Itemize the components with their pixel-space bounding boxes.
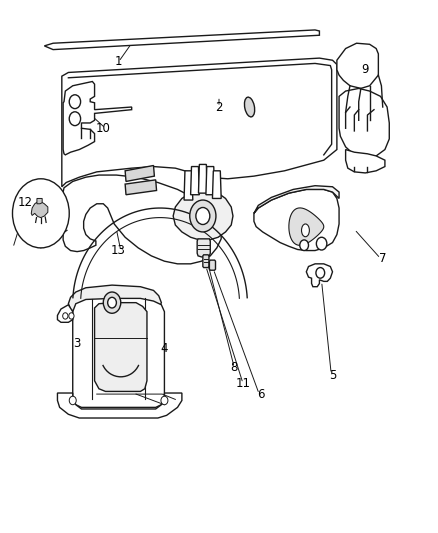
Circle shape: [316, 237, 327, 250]
Ellipse shape: [301, 224, 309, 237]
Circle shape: [69, 313, 74, 319]
Polygon shape: [173, 190, 233, 240]
Circle shape: [161, 396, 168, 405]
Polygon shape: [62, 58, 337, 187]
Polygon shape: [31, 201, 48, 217]
Polygon shape: [57, 305, 73, 322]
Polygon shape: [125, 165, 154, 181]
Polygon shape: [198, 165, 207, 193]
Polygon shape: [254, 189, 339, 251]
Text: 10: 10: [96, 122, 111, 135]
Text: 7: 7: [379, 252, 386, 265]
Polygon shape: [125, 180, 156, 195]
Text: 5: 5: [329, 369, 336, 382]
Text: 3: 3: [74, 337, 81, 350]
Text: 2: 2: [215, 101, 223, 114]
Polygon shape: [63, 175, 221, 264]
Polygon shape: [212, 171, 221, 198]
Text: 4: 4: [161, 342, 168, 356]
Circle shape: [63, 313, 68, 319]
Polygon shape: [68, 285, 161, 319]
Polygon shape: [339, 88, 389, 158]
Polygon shape: [184, 171, 193, 200]
Polygon shape: [37, 198, 42, 204]
Circle shape: [103, 292, 121, 313]
Circle shape: [12, 179, 69, 248]
Circle shape: [190, 200, 216, 232]
Text: 9: 9: [361, 63, 369, 76]
Text: 11: 11: [236, 377, 251, 390]
Polygon shape: [306, 264, 332, 287]
Text: 13: 13: [111, 244, 126, 257]
Circle shape: [316, 268, 325, 278]
Text: 6: 6: [257, 387, 264, 401]
Circle shape: [300, 240, 308, 251]
Polygon shape: [209, 260, 215, 270]
Polygon shape: [44, 30, 319, 50]
Polygon shape: [197, 239, 210, 257]
Polygon shape: [203, 255, 209, 268]
Polygon shape: [346, 150, 385, 173]
Polygon shape: [206, 166, 215, 195]
Polygon shape: [57, 393, 182, 418]
Polygon shape: [95, 303, 147, 391]
Text: 1: 1: [115, 55, 122, 68]
Polygon shape: [191, 166, 199, 195]
Circle shape: [196, 207, 210, 224]
Circle shape: [69, 95, 81, 109]
Polygon shape: [254, 185, 339, 213]
Polygon shape: [63, 82, 132, 155]
Text: 12: 12: [17, 196, 32, 209]
Polygon shape: [337, 43, 378, 88]
Polygon shape: [289, 208, 324, 245]
Text: 8: 8: [230, 361, 238, 374]
Circle shape: [69, 112, 81, 126]
Circle shape: [69, 396, 76, 405]
Ellipse shape: [244, 97, 254, 117]
Circle shape: [108, 297, 117, 308]
Polygon shape: [73, 298, 164, 407]
